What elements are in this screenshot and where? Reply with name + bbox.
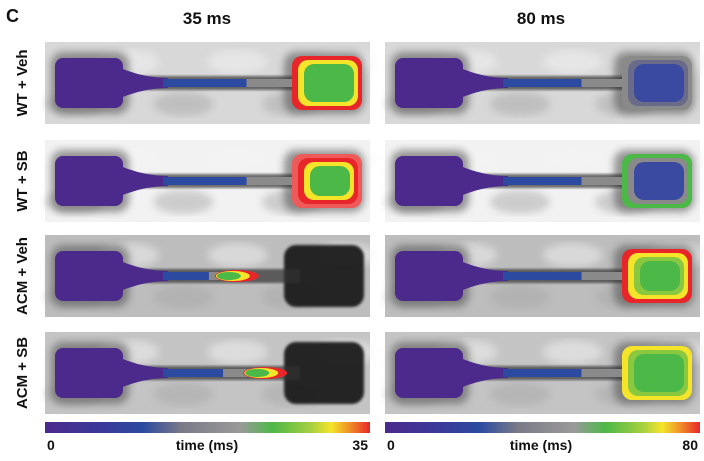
channel <box>503 177 582 185</box>
row-label: ACM + SB <box>14 337 31 409</box>
micrograph <box>385 42 704 124</box>
texture <box>490 382 550 406</box>
texture <box>208 148 268 172</box>
micrograph <box>45 235 376 317</box>
panel-label: C <box>6 6 19 26</box>
texture <box>153 92 213 116</box>
channel <box>503 79 582 87</box>
texture <box>543 148 603 172</box>
wavefront <box>217 272 241 280</box>
micrograph <box>45 140 376 222</box>
channel <box>163 272 209 280</box>
wavefront <box>245 369 269 377</box>
left-pad <box>395 156 463 206</box>
right-pad <box>634 64 684 102</box>
image-grid <box>45 42 704 414</box>
page: C 35 ms 80 ms 0 time (ms) 35 0 time (ms)… <box>0 0 704 461</box>
colorbar-label: time (ms) <box>176 437 238 453</box>
texture <box>208 340 268 364</box>
left-pad <box>55 251 123 301</box>
colorbar <box>385 422 700 433</box>
texture <box>153 382 213 406</box>
micrograph <box>385 235 704 317</box>
channel <box>503 369 582 377</box>
right-pad <box>634 354 684 392</box>
micrograph <box>45 42 376 124</box>
right-pad <box>640 261 680 291</box>
right-pad <box>304 64 354 102</box>
column-title: 80 ms <box>517 9 565 28</box>
micrograph <box>385 140 704 222</box>
left-pad <box>395 251 463 301</box>
texture <box>208 243 268 267</box>
texture <box>208 50 268 74</box>
micrograph <box>45 332 376 414</box>
texture <box>543 340 603 364</box>
micrograph <box>385 332 704 414</box>
left-pad <box>55 156 123 206</box>
column-title: 35 ms <box>183 9 231 28</box>
channel <box>163 177 247 185</box>
left-pad <box>395 58 463 108</box>
texture <box>543 50 603 74</box>
colorbar-label: time (ms) <box>510 437 572 453</box>
colorbar <box>45 422 370 433</box>
colorbar-min: 0 <box>387 437 395 453</box>
texture <box>490 285 550 309</box>
channel <box>163 79 247 87</box>
colorbar-max: 80 <box>682 437 698 453</box>
left-pad <box>55 58 123 108</box>
colorbar-min: 0 <box>47 437 55 453</box>
texture <box>490 190 550 214</box>
channel <box>163 369 223 377</box>
row-label: WT + SB <box>14 150 31 211</box>
row-label: ACM + Veh <box>14 237 31 315</box>
channel <box>503 272 582 280</box>
right-pad <box>634 162 684 200</box>
texture <box>543 243 603 267</box>
left-pad <box>55 348 123 398</box>
right-pad <box>310 166 350 196</box>
texture <box>153 285 213 309</box>
figure: C 35 ms 80 ms 0 time (ms) 35 0 time (ms)… <box>0 0 704 456</box>
left-pad <box>395 348 463 398</box>
colorbar-max: 35 <box>352 437 368 453</box>
texture <box>153 190 213 214</box>
texture <box>490 92 550 116</box>
row-label: WT + Veh <box>14 49 31 116</box>
